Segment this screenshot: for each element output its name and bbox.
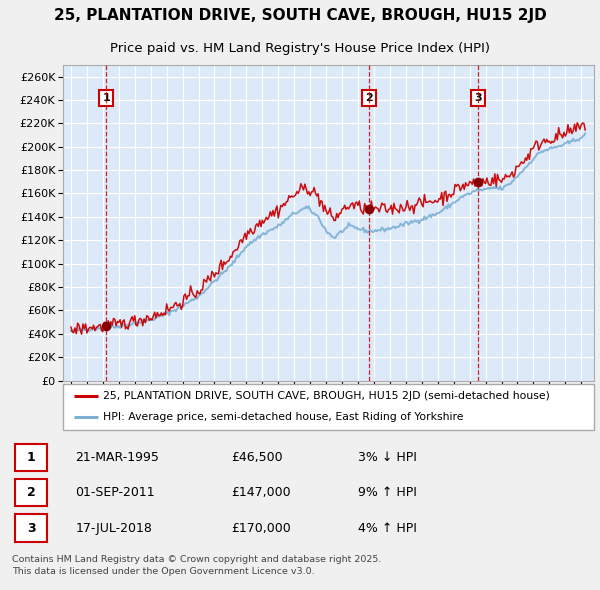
Text: 21-MAR-1995: 21-MAR-1995: [76, 451, 159, 464]
FancyBboxPatch shape: [15, 444, 47, 471]
FancyBboxPatch shape: [15, 479, 47, 506]
Text: 1: 1: [26, 451, 35, 464]
Text: 2: 2: [365, 93, 373, 103]
Text: Contains HM Land Registry data © Crown copyright and database right 2025.
This d: Contains HM Land Registry data © Crown c…: [12, 555, 382, 576]
Text: 2: 2: [26, 486, 35, 499]
Text: 3: 3: [475, 93, 482, 103]
FancyBboxPatch shape: [15, 514, 47, 542]
Text: 17-JUL-2018: 17-JUL-2018: [76, 522, 152, 535]
Text: 3: 3: [26, 522, 35, 535]
Text: 3% ↓ HPI: 3% ↓ HPI: [358, 451, 416, 464]
Text: 9% ↑ HPI: 9% ↑ HPI: [358, 486, 416, 499]
Text: £46,500: £46,500: [231, 451, 283, 464]
Text: 01-SEP-2011: 01-SEP-2011: [76, 486, 155, 499]
Text: 25, PLANTATION DRIVE, SOUTH CAVE, BROUGH, HU15 2JD (semi-detached house): 25, PLANTATION DRIVE, SOUTH CAVE, BROUGH…: [103, 391, 550, 401]
Text: 1: 1: [103, 93, 110, 103]
Text: £170,000: £170,000: [231, 522, 290, 535]
Text: 4% ↑ HPI: 4% ↑ HPI: [358, 522, 416, 535]
Text: Price paid vs. HM Land Registry's House Price Index (HPI): Price paid vs. HM Land Registry's House …: [110, 42, 490, 55]
FancyBboxPatch shape: [63, 384, 594, 430]
Text: 25, PLANTATION DRIVE, SOUTH CAVE, BROUGH, HU15 2JD: 25, PLANTATION DRIVE, SOUTH CAVE, BROUGH…: [53, 8, 547, 23]
Text: HPI: Average price, semi-detached house, East Riding of Yorkshire: HPI: Average price, semi-detached house,…: [103, 412, 463, 422]
Text: £147,000: £147,000: [231, 486, 290, 499]
